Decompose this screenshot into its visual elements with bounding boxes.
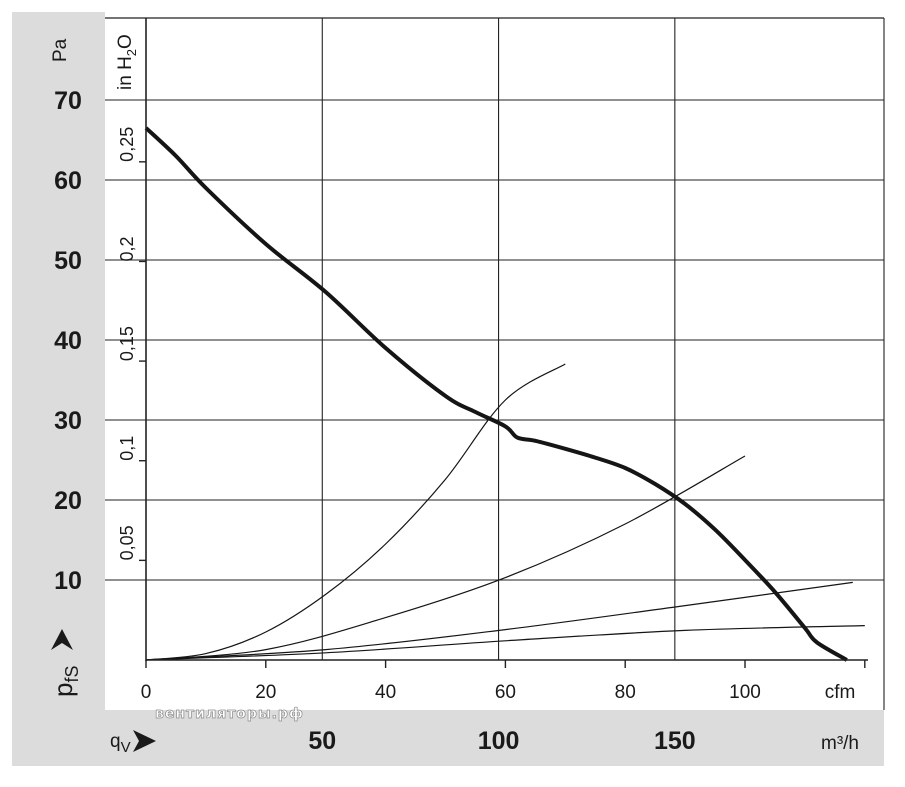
- system-curves: [145, 363, 865, 661]
- pa-tick-label: 20: [54, 487, 82, 515]
- inh2o-tick-label: 0,2: [117, 236, 137, 261]
- system-curve-line-2: [145, 455, 746, 661]
- m3h-tick-labels: 50 100 150: [308, 727, 695, 755]
- m3h-tick-label: 150: [654, 727, 696, 755]
- pa-tick-label: 10: [54, 567, 82, 595]
- system-curve-line-4: [145, 625, 865, 661]
- inh2o-tick-label: 0,25: [117, 127, 137, 162]
- inh2o-tick-label: 0,15: [117, 326, 137, 361]
- cfm-tick-label: 20: [255, 682, 276, 703]
- flow-axis-symbol: qV: [110, 730, 156, 756]
- cfm-tick-label: 60: [495, 682, 516, 703]
- right-arrow-icon: [133, 730, 156, 752]
- watermark: вентиляторы.рф: [155, 706, 304, 722]
- fan-curve: [144, 126, 848, 662]
- pa-tick-labels: 10 20 30 40 50 60 70: [54, 87, 82, 595]
- pressure-symbol: pfS: [48, 666, 82, 697]
- axes: [105, 17, 884, 668]
- system-curve-line-3: [145, 581, 853, 661]
- system-curve-line-1: [145, 363, 566, 661]
- inh2o-tick-labels: 0,05 0,1 0,15 0,2 0,25: [117, 127, 137, 561]
- m3h-tick-label: 100: [478, 727, 520, 755]
- m3h-tick-label: 50: [308, 727, 336, 755]
- cfm-tick-labels: 0 20 40 60 80 100: [141, 682, 761, 703]
- inh2o-tick-label: 0,05: [117, 525, 137, 560]
- pressure-axis-symbol: pfS: [48, 629, 82, 697]
- cfm-unit-label: cfm: [825, 682, 856, 703]
- cfm-tick-label: 40: [375, 682, 396, 703]
- inh2o-tick-label: 0,1: [117, 436, 137, 461]
- pa-tick-label: 70: [54, 87, 82, 115]
- m3h-unit-label: m³/h: [821, 733, 859, 754]
- fan-curve-line: [144, 126, 848, 662]
- pa-unit-label: Pa: [50, 38, 71, 62]
- left-axis-band: [12, 12, 105, 766]
- cfm-tick-label: 80: [615, 682, 636, 703]
- pa-tick-label: 60: [54, 167, 82, 195]
- pa-tick-label: 30: [54, 407, 82, 435]
- grid: [105, 18, 885, 710]
- flow-symbol: qV: [110, 731, 131, 756]
- cfm-tick-label: 100: [729, 682, 761, 703]
- inh2o-unit-label: in H2O: [115, 34, 139, 90]
- pa-tick-label: 40: [54, 327, 82, 355]
- bottom-axis-band: [12, 710, 884, 766]
- pa-tick-label: 50: [54, 247, 82, 275]
- cfm-tick-label: 0: [141, 682, 152, 703]
- up-arrow-icon: [51, 629, 73, 650]
